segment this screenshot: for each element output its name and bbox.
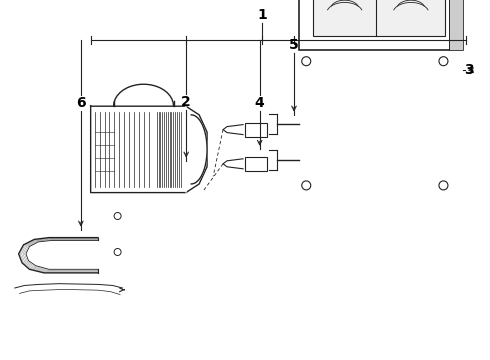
Text: 3: 3	[465, 63, 474, 77]
Bar	[313, 0, 445, 36]
Text: 2: 2	[181, 95, 191, 108]
Bar	[449, 0, 463, 50]
Bar	[245, 123, 267, 136]
Bar	[245, 157, 267, 171]
Text: 4: 4	[255, 96, 265, 109]
Polygon shape	[186, 106, 207, 193]
Text: 1: 1	[257, 8, 267, 22]
FancyBboxPatch shape	[299, 0, 463, 50]
Text: 6: 6	[76, 96, 86, 109]
Text: 5: 5	[289, 38, 299, 52]
